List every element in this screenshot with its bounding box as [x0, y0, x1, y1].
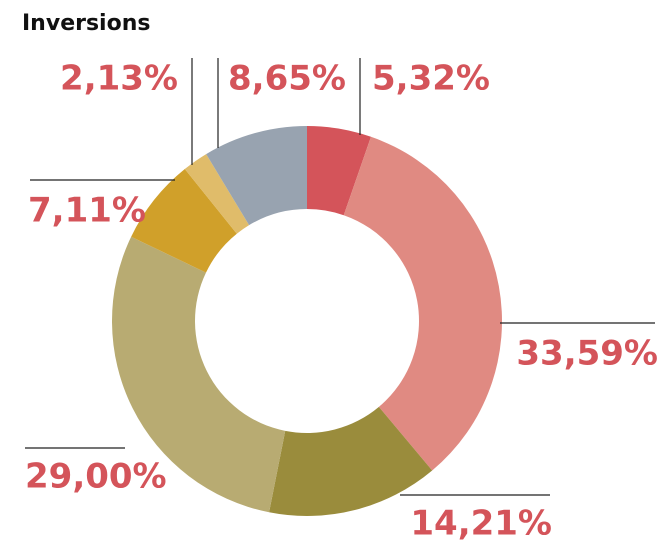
donut-slice: [184, 154, 250, 234]
value-label: 14,21%: [410, 504, 552, 543]
donut-slice: [343, 136, 502, 471]
donut-slice: [269, 406, 433, 516]
value-label: 29,00%: [25, 457, 167, 497]
value-label: 8,65%: [228, 59, 346, 99]
donut-slice: [307, 126, 371, 216]
donut-slice: [131, 169, 237, 273]
value-label: 33,59%: [516, 334, 658, 374]
value-label: 5,32%: [372, 59, 490, 99]
chart-title: Inversions: [22, 11, 150, 36]
value-label: 7,11%: [28, 191, 146, 231]
donut-slice: [206, 126, 307, 226]
donut-slice: [111, 236, 286, 513]
value-label: 2,13%: [60, 59, 178, 99]
